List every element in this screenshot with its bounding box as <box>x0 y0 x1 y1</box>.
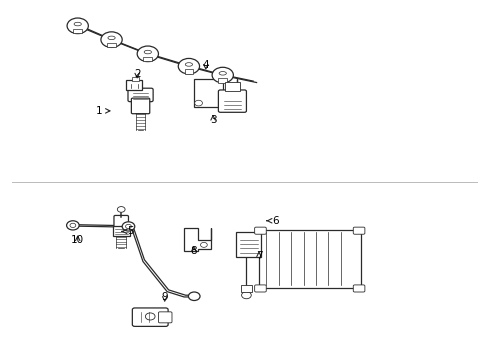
FancyBboxPatch shape <box>114 215 128 229</box>
Ellipse shape <box>108 36 115 40</box>
Text: 1: 1 <box>96 106 110 116</box>
Bar <box>259 230 360 288</box>
Polygon shape <box>193 79 237 107</box>
Circle shape <box>137 46 158 62</box>
FancyBboxPatch shape <box>254 285 265 292</box>
Circle shape <box>194 100 202 106</box>
Circle shape <box>125 224 131 229</box>
FancyBboxPatch shape <box>128 88 153 102</box>
Circle shape <box>67 18 88 33</box>
FancyBboxPatch shape <box>132 77 138 81</box>
Text: 4: 4 <box>202 60 209 70</box>
FancyBboxPatch shape <box>254 227 265 234</box>
Text: 6: 6 <box>266 216 279 226</box>
Ellipse shape <box>185 63 192 66</box>
Ellipse shape <box>144 50 151 54</box>
FancyBboxPatch shape <box>131 98 149 114</box>
FancyBboxPatch shape <box>125 80 142 90</box>
FancyBboxPatch shape <box>218 78 226 82</box>
Circle shape <box>117 207 125 212</box>
Text: 5: 5 <box>122 226 134 237</box>
FancyBboxPatch shape <box>352 285 364 292</box>
FancyBboxPatch shape <box>158 312 172 323</box>
Circle shape <box>212 67 233 83</box>
Circle shape <box>200 242 207 247</box>
FancyBboxPatch shape <box>224 82 240 91</box>
Text: 3: 3 <box>209 115 216 125</box>
FancyBboxPatch shape <box>218 90 246 112</box>
Circle shape <box>188 292 200 301</box>
Ellipse shape <box>74 22 81 26</box>
Polygon shape <box>183 228 210 251</box>
FancyBboxPatch shape <box>240 285 252 292</box>
Circle shape <box>178 58 199 74</box>
Circle shape <box>145 313 155 320</box>
FancyBboxPatch shape <box>184 69 193 74</box>
Text: 2: 2 <box>134 69 140 79</box>
Text: 10: 10 <box>71 235 84 245</box>
FancyBboxPatch shape <box>352 227 364 234</box>
Text: 9: 9 <box>161 292 168 302</box>
Circle shape <box>241 292 251 299</box>
Circle shape <box>101 32 122 48</box>
FancyBboxPatch shape <box>107 43 116 47</box>
Text: 7: 7 <box>255 251 262 261</box>
Circle shape <box>66 221 79 230</box>
Text: 8: 8 <box>190 246 197 256</box>
Ellipse shape <box>219 72 226 75</box>
FancyBboxPatch shape <box>132 308 168 327</box>
FancyBboxPatch shape <box>112 226 130 236</box>
Circle shape <box>70 223 76 228</box>
FancyBboxPatch shape <box>236 233 261 257</box>
Circle shape <box>122 222 135 231</box>
FancyBboxPatch shape <box>73 29 82 33</box>
FancyBboxPatch shape <box>143 57 152 61</box>
